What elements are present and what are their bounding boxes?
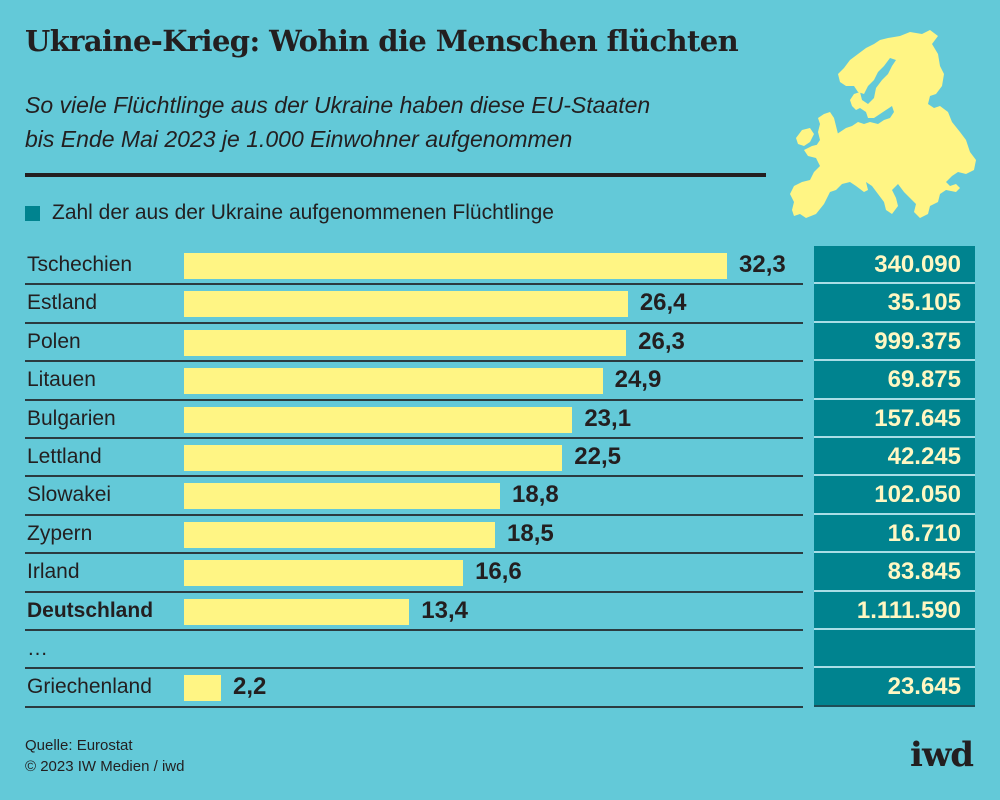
country-label: Tschechien xyxy=(27,253,133,276)
bar xyxy=(184,253,727,279)
bar xyxy=(184,406,573,433)
row-divider xyxy=(25,628,803,631)
row-divider xyxy=(25,552,803,555)
refugee-count-cell: 1.111.590 xyxy=(814,591,975,630)
bar xyxy=(184,560,464,587)
row-divider xyxy=(25,667,803,670)
row-divider xyxy=(25,513,803,516)
chart-title: Ukraine-Krieg: Wohin die Menschen flücht… xyxy=(25,24,739,58)
footer: Quelle: Eurostat © 2023 IW Medien / iwd xyxy=(25,735,184,777)
country-label: Bulgarien xyxy=(27,406,116,430)
refugee-count-value: 35.105 xyxy=(887,289,961,317)
chart-row: Lettland 22,5 42.245 xyxy=(0,438,1000,478)
row-divider xyxy=(25,436,803,439)
bar-value-label: 26,3 xyxy=(638,327,685,355)
refugee-count-cell: 35.105 xyxy=(814,284,975,323)
bar xyxy=(184,445,563,471)
refugee-count-value: 83.845 xyxy=(887,558,961,586)
refugee-count-cell: 157.645 xyxy=(814,399,975,438)
chart-row: Bulgarien 23,1 157.645 xyxy=(0,399,1000,439)
bar xyxy=(184,329,627,356)
chart-row: Deutschland 13,4 1.111.590 xyxy=(0,591,1000,631)
refugee-count-value: 23.645 xyxy=(887,673,961,701)
bar xyxy=(184,291,628,318)
bar-value-label: 26,4 xyxy=(639,289,687,317)
legend-swatch xyxy=(25,205,40,221)
bar xyxy=(184,675,221,702)
refugee-count-cell: 23.645 xyxy=(814,668,975,707)
subtitle-line-2: bis Ende Mai 2023 je 1.000 Einwohner auf… xyxy=(25,126,573,152)
refugee-count-cell: 83.845 xyxy=(814,553,975,592)
refugee-count-value: 340.090 xyxy=(874,251,961,278)
chart-row: Tschechien 32,3 340.090 xyxy=(0,246,1000,286)
refugee-count-cell xyxy=(814,630,975,669)
legend-label: Zahl der aus der Ukraine aufgenommenen F… xyxy=(52,201,554,224)
country-label: Polen xyxy=(27,329,81,353)
bar-value-label: 2,2 xyxy=(232,673,267,701)
refugee-count-value: 42.245 xyxy=(887,443,961,470)
bar-value-label: 18,5 xyxy=(507,519,554,547)
chart-subtitle: So viele Flüchtlinge aus der Ukraine hab… xyxy=(25,88,745,156)
source-note: Quelle: Eurostat xyxy=(25,737,133,754)
country-label: Zypern xyxy=(27,521,93,545)
chart-row: Irland 16,6 83.845 xyxy=(0,553,1000,593)
legend: Zahl der aus der Ukraine aufgenommenen F… xyxy=(25,201,554,224)
bar-value-label: 23,1 xyxy=(584,404,632,432)
chart-row: … xyxy=(0,630,1000,670)
refugee-count-cell: 69.875 xyxy=(814,361,975,400)
bar-value-label: 22,5 xyxy=(574,443,621,470)
country-label: Estland xyxy=(27,291,98,315)
title-divider xyxy=(25,173,766,177)
refugee-count-cell: 340.090 xyxy=(814,246,975,285)
refugee-count-cell: 16.710 xyxy=(814,514,975,554)
country-label: Deutschland xyxy=(27,598,154,622)
bar-chart: Tschechien 32,3 340.090 Estland 26,4 35.105 Po… xyxy=(0,246,1000,716)
europe-map-icon xyxy=(790,30,976,218)
refugee-count-value: 157.645 xyxy=(874,404,961,432)
chart-row: Litauen 24,9 69.875 xyxy=(0,361,1000,401)
refugee-count-cell: 999.375 xyxy=(814,322,975,362)
refugee-count-value: 16.710 xyxy=(887,519,961,547)
country-label: Slowakei xyxy=(27,483,112,507)
subtitle-line-1: So viele Flüchtlinge aus der Ukraine hab… xyxy=(25,92,651,118)
bar-value-label: 16,6 xyxy=(475,558,522,586)
bar xyxy=(184,483,501,510)
row-divider xyxy=(25,398,803,401)
chart-row: Slowakei 18,8 102.050 xyxy=(0,476,1000,516)
bar xyxy=(184,368,603,395)
country-label: Irland xyxy=(27,560,80,584)
bar-value-label: 32,3 xyxy=(739,251,786,278)
row-divider xyxy=(25,475,803,478)
row-divider xyxy=(25,321,803,324)
bar-value-label: 18,8 xyxy=(512,481,559,509)
iwd-logo: iwd xyxy=(910,735,974,775)
country-label: Litauen xyxy=(27,368,96,392)
row-divider xyxy=(25,360,803,363)
bar-value-label: 24,9 xyxy=(614,366,662,394)
country-label: … xyxy=(27,637,48,660)
chart-row: Zypern 18,5 16.710 xyxy=(0,514,1000,555)
refugee-count-cell: 42.245 xyxy=(814,438,975,477)
chart-row: Estland 26,4 35.105 xyxy=(0,284,1000,324)
chart-row: Griechenland 2,2 23.645 xyxy=(0,668,1000,708)
refugee-count-value: 69.875 xyxy=(887,366,961,394)
refugee-count-value: 102.050 xyxy=(874,481,961,509)
copyright-note: © 2023 IW Medien / iwd xyxy=(25,758,185,775)
bar xyxy=(184,598,410,625)
refugee-count-value: 999.375 xyxy=(874,327,961,355)
row-divider xyxy=(25,705,803,708)
refugee-count-value: 1.111.590 xyxy=(856,596,961,624)
country-label: Lettland xyxy=(27,445,102,468)
country-label: Griechenland xyxy=(27,675,152,699)
refugee-count-cell: 102.050 xyxy=(814,476,975,515)
bar-value-label: 13,4 xyxy=(421,596,468,624)
row-divider xyxy=(25,283,803,286)
row-divider xyxy=(25,590,803,593)
chart-row: Polen 26,3 999.375 xyxy=(0,322,1000,363)
bar xyxy=(184,521,495,548)
